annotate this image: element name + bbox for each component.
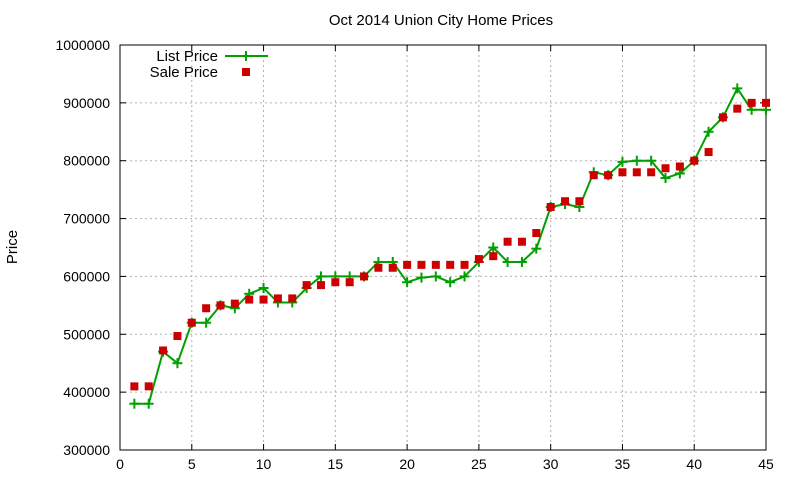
data-point-sale-price [388,263,397,272]
grid-lines [120,45,766,450]
data-point-sale-price [144,382,153,391]
data-point-sale-price [704,148,713,157]
data-point-sale-price [762,98,770,107]
data-point-sale-price [489,252,498,261]
data-point-sale-price [302,281,311,290]
y-tick-label: 900000 [63,95,110,111]
data-point-sale-price [718,113,727,122]
data-point-sale-price [159,346,168,355]
x-tick-label: 10 [256,456,272,472]
data-point-sale-price [403,260,412,269]
data-point-sale-price [331,278,340,287]
x-tick-label: 15 [328,456,344,472]
data-point-sale-price [259,295,268,304]
data-point-sale-price [345,278,354,287]
legend-label-sale-price: Sale Price [150,64,218,81]
x-tick-label: 25 [471,456,487,472]
data-point-list-price [502,256,513,267]
data-point-sale-price [747,98,756,107]
x-tick-label: 40 [686,456,702,472]
data-point-sale-price [245,295,254,304]
y-axis-label: Price [4,230,21,264]
y-tick-label: 300000 [63,442,110,458]
data-point-list-price [258,283,269,293]
data-series [129,83,771,409]
chart-title: Oct 2014 Union City Home Prices [329,12,553,29]
data-point-sale-price [374,263,383,272]
data-point-sale-price [589,171,598,180]
x-tick-label: 0 [116,456,124,472]
data-point-sale-price [474,255,483,264]
x-tick-label: 30 [543,456,559,472]
x-tick-label: 35 [615,456,631,472]
y-tick-label: 600000 [63,268,110,284]
data-point-sale-price [273,294,282,303]
x-tick-label: 5 [188,456,196,472]
data-point-sale-price [632,168,641,177]
data-point-list-price [516,256,527,267]
data-point-sale-price [202,304,211,313]
data-point-list-price [660,173,671,184]
data-point-list-price [201,317,212,328]
data-point-sale-price [173,332,182,341]
data-point-list-price [315,271,326,282]
data-point-sale-price [446,260,455,269]
data-point-sale-price [417,260,426,269]
data-point-sale-price [130,382,139,391]
data-point-list-price [531,243,542,254]
data-point-sale-price [561,197,570,206]
data-point-list-price [703,126,714,137]
data-point-sale-price [517,237,526,246]
data-point-list-price [402,277,413,288]
data-point-list-price [129,398,140,409]
data-point-sale-price [216,301,225,310]
data-point-sale-price [733,104,742,113]
data-point-list-price [646,155,657,166]
data-point-list-price [617,156,628,167]
data-point-list-price [732,83,743,94]
plot-frame [119,44,767,451]
data-point-list-price [445,277,456,288]
data-point-list-price [416,272,427,283]
data-point-sale-price [575,197,584,206]
y-tick-label: 1000000 [55,37,110,53]
data-point-sale-price [431,260,440,269]
x-tick-label: 20 [399,456,415,472]
data-point-list-price [459,271,470,282]
data-point-sale-price [187,318,196,327]
axis-ticks: 0 5 10 15 20 25 30 35 40 45 300000 400000 500000 6000… [55,37,774,472]
data-point-list-price [430,271,441,282]
data-point-sale-price [618,168,627,177]
x-tick-label: 45 [758,456,774,472]
legend: List Price Sale Price [150,48,268,81]
data-point-sale-price [690,156,699,165]
data-point-list-price [172,358,183,369]
data-point-sale-price [316,281,325,290]
y-tick-label: 700000 [63,211,110,227]
data-point-sale-price [546,203,555,211]
legend-swatch-sale-price-square [242,68,250,76]
y-tick-label: 800000 [63,153,110,169]
legend-swatch-list-price-cross [241,51,251,61]
data-point-sale-price [604,171,613,180]
data-point-list-price [631,155,642,166]
legend-label-list-price: List Price [156,48,218,65]
y-tick-label: 500000 [63,326,110,342]
data-point-sale-price [532,229,541,238]
data-point-list-price [143,398,154,409]
data-point-sale-price [503,237,512,246]
data-point-sale-price [460,260,469,269]
data-point-sale-price [288,294,297,303]
data-point-sale-price [360,272,369,281]
data-point-list-price [488,242,499,253]
data-point-sale-price [675,162,684,171]
data-point-sale-price [661,164,670,173]
data-point-sale-price [647,168,656,177]
data-point-sale-price [230,299,239,308]
series-line-list-price [134,87,766,405]
y-tick-label: 400000 [63,384,110,400]
